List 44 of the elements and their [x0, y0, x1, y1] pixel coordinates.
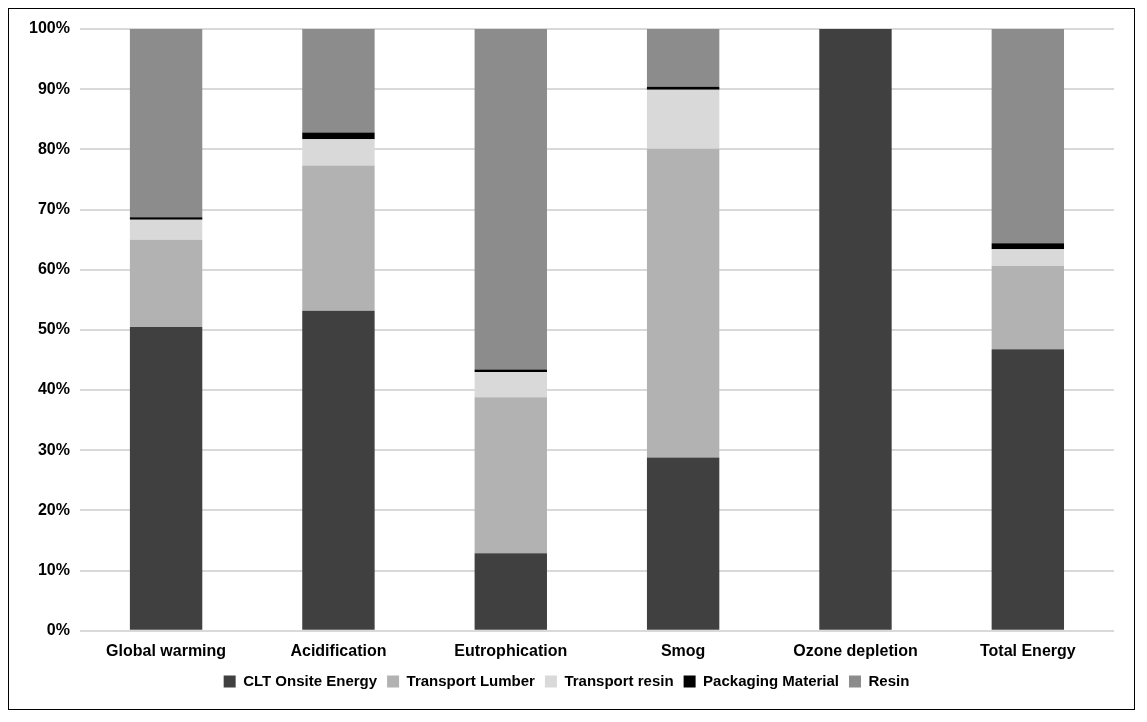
bar — [646, 148, 720, 458]
y-tick-label: 70% — [37, 199, 70, 217]
x-tick-label: Smog — [660, 641, 706, 659]
bar — [302, 29, 375, 133]
y-tick-label: 20% — [37, 500, 70, 518]
bar — [474, 29, 547, 370]
bar — [129, 29, 203, 218]
bar — [646, 29, 720, 87]
y-tick-label: 0% — [46, 621, 70, 639]
bar — [991, 266, 1065, 350]
bar — [474, 397, 547, 554]
x-tick-label: Eutrophication — [454, 641, 568, 659]
legend-label: Resin — [868, 671, 910, 689]
bar — [646, 457, 720, 630]
bar — [991, 29, 1065, 244]
bar — [302, 132, 375, 140]
legend-label: CLT Onsite Energy — [243, 671, 378, 689]
x-tick-label: Acidification — [290, 641, 387, 659]
y-tick-label: 90% — [37, 79, 70, 97]
bar — [646, 86, 720, 90]
bar — [302, 165, 375, 311]
bar — [302, 310, 375, 630]
bar — [129, 239, 203, 327]
y-tick-label: 30% — [37, 440, 70, 458]
legend-label: Transport Lumber — [406, 671, 536, 689]
legend-label: Packaging Material — [703, 671, 839, 689]
legend-label: Transport resin — [564, 671, 674, 689]
y-tick-label: 50% — [37, 320, 70, 338]
x-tick-label: Global warming — [106, 641, 227, 659]
x-tick-label: Ozone depletion — [793, 641, 918, 659]
y-tick-label: 80% — [37, 139, 70, 157]
bar — [819, 29, 892, 630]
bar — [129, 217, 203, 220]
bar — [991, 243, 1065, 250]
y-tick-label: 40% — [37, 380, 70, 398]
y-tick-label: 60% — [37, 260, 70, 278]
y-tick-label: 10% — [37, 561, 70, 579]
bar — [129, 219, 203, 240]
x-tick-label: Total Energy — [979, 641, 1076, 659]
y-tick-label: 100% — [29, 19, 70, 37]
bar — [991, 349, 1065, 630]
bar — [474, 553, 547, 630]
bar — [129, 326, 203, 630]
bar — [991, 249, 1065, 267]
